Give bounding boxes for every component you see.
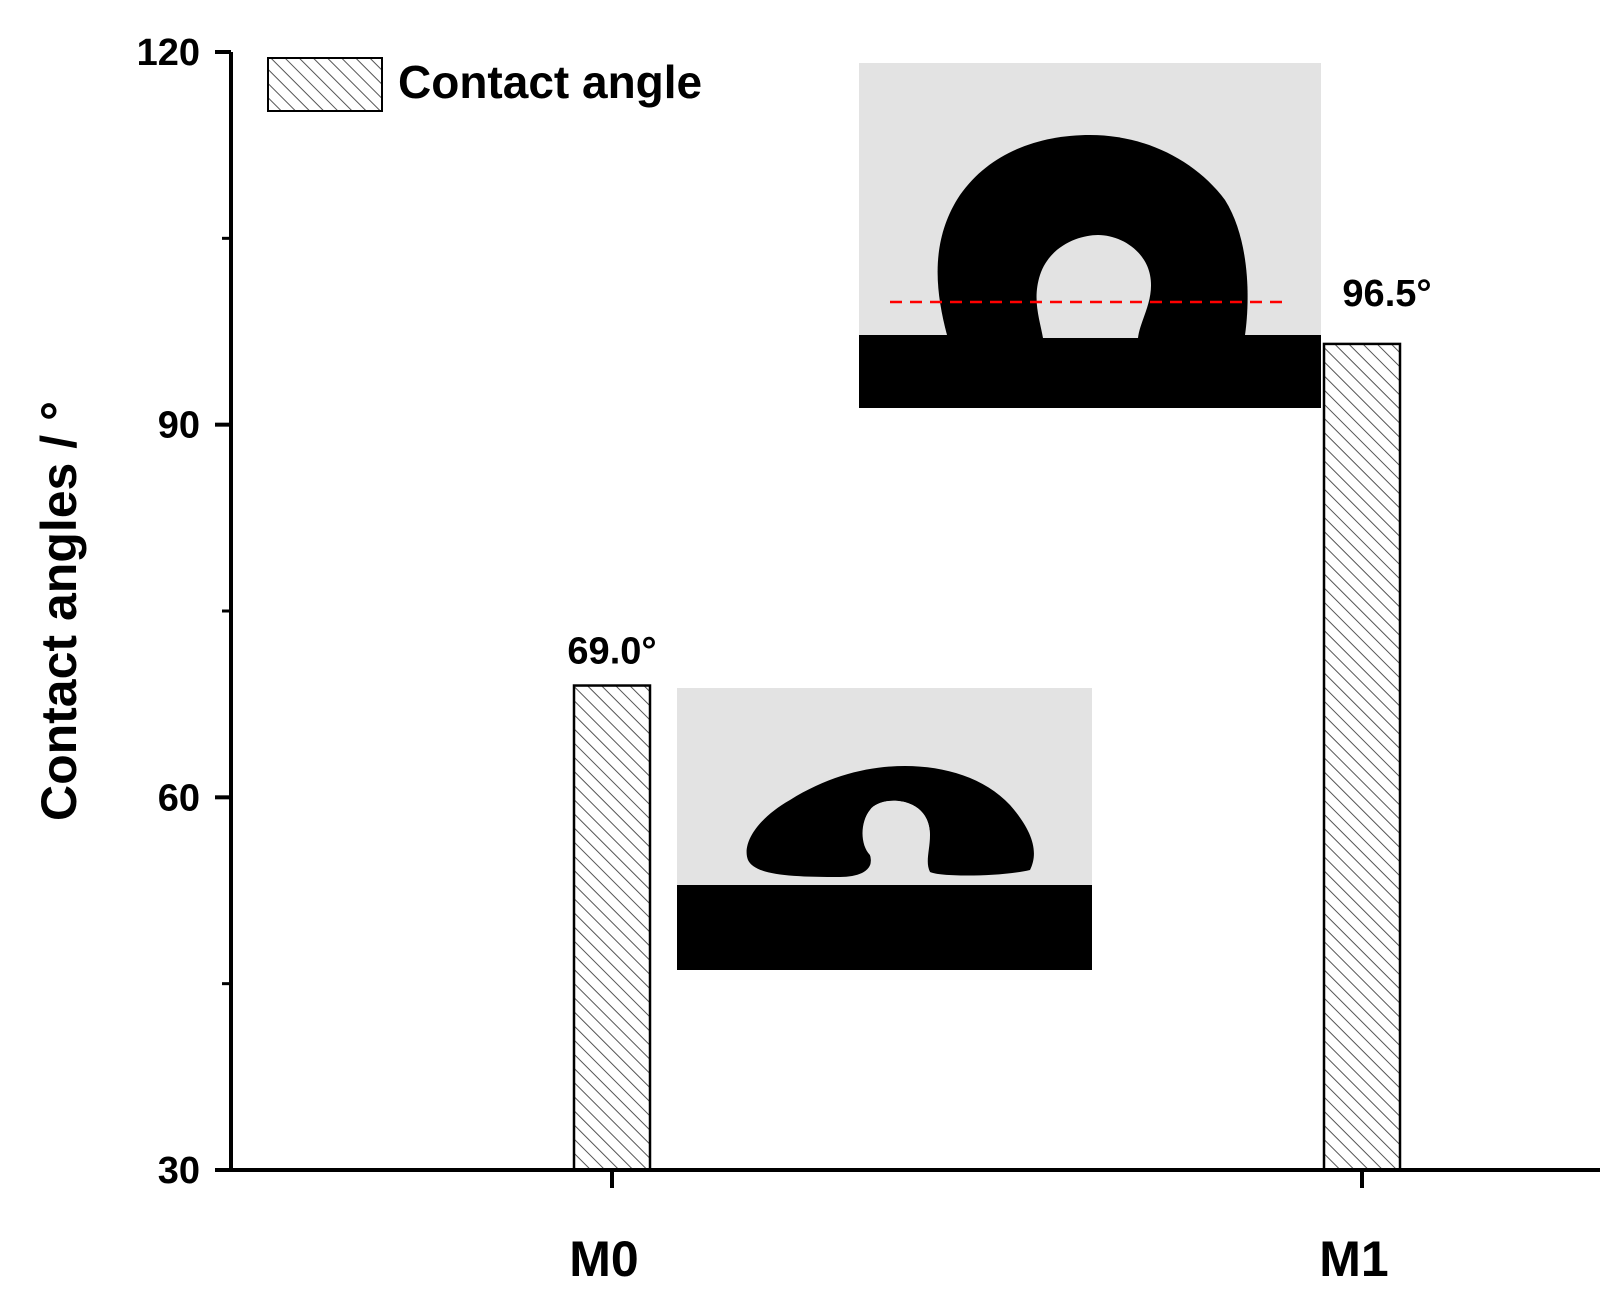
x-ticks: M0 M1: [569, 1170, 1389, 1287]
droplet-photo-m1: [859, 63, 1321, 408]
data-label-m0: 69.0°: [567, 631, 656, 673]
y-tick-label: 60: [158, 777, 200, 819]
legend-swatch: [267, 57, 383, 112]
y-ticks: 30 60 90 120: [137, 32, 231, 1192]
y-axis-title: Contact angles / °: [31, 401, 87, 821]
droplet-photo-m0: [677, 688, 1092, 970]
y-tick-label: 90: [158, 405, 200, 447]
y-tick-label: 30: [158, 1150, 200, 1192]
bar-m0: [572, 684, 652, 1172]
legend-label: Contact angle: [398, 56, 702, 108]
bar-labels: 69.0° 96.5°: [567, 273, 1431, 673]
y-tick-label: 120: [137, 32, 200, 74]
bars: [572, 342, 1402, 1172]
x-category-label-m1: M1: [1319, 1231, 1388, 1287]
data-label-m1: 96.5°: [1342, 273, 1431, 315]
bar-m1: [1322, 342, 1402, 1172]
legend: Contact angle: [267, 56, 702, 112]
x-category-label-m0: M0: [569, 1231, 638, 1287]
